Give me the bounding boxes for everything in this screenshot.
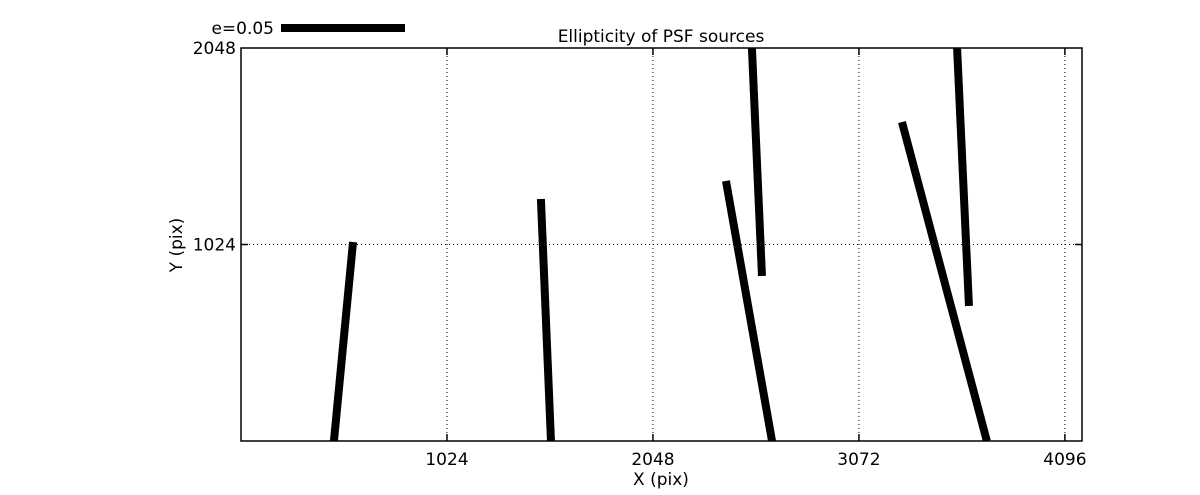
y-axis-label: Y (pix) — [167, 218, 187, 274]
ellipticity-stick — [898, 121, 991, 441]
legend-label: e=0.05 — [211, 19, 274, 39]
x-tick-label-4096: 4096 — [1043, 450, 1086, 470]
x-tick-label-1024: 1024 — [425, 450, 468, 470]
ellipticity-stick — [747, 48, 766, 277]
ellipticity-stick — [536, 198, 555, 441]
ellipticity-stick — [953, 48, 973, 307]
grid-layer — [241, 48, 1082, 441]
tick-label-layer: 1024 2048 3072 4096 1024 2048 — [193, 39, 1087, 470]
y-tick-label-2048: 2048 — [193, 39, 236, 59]
ellipticity-stick — [722, 180, 776, 441]
x-axis-label: X (pix) — [633, 470, 689, 490]
chart-title: Ellipticity of PSF sources — [558, 27, 765, 47]
y-tick-label-1024: 1024 — [193, 236, 236, 256]
x-tick-label-2048: 2048 — [631, 450, 674, 470]
x-tick-label-3072: 3072 — [837, 450, 880, 470]
ellipticity-stick — [329, 241, 358, 441]
legend-scale-bar — [281, 24, 405, 32]
stick-layer — [329, 48, 991, 441]
tick-layer — [241, 48, 1082, 441]
